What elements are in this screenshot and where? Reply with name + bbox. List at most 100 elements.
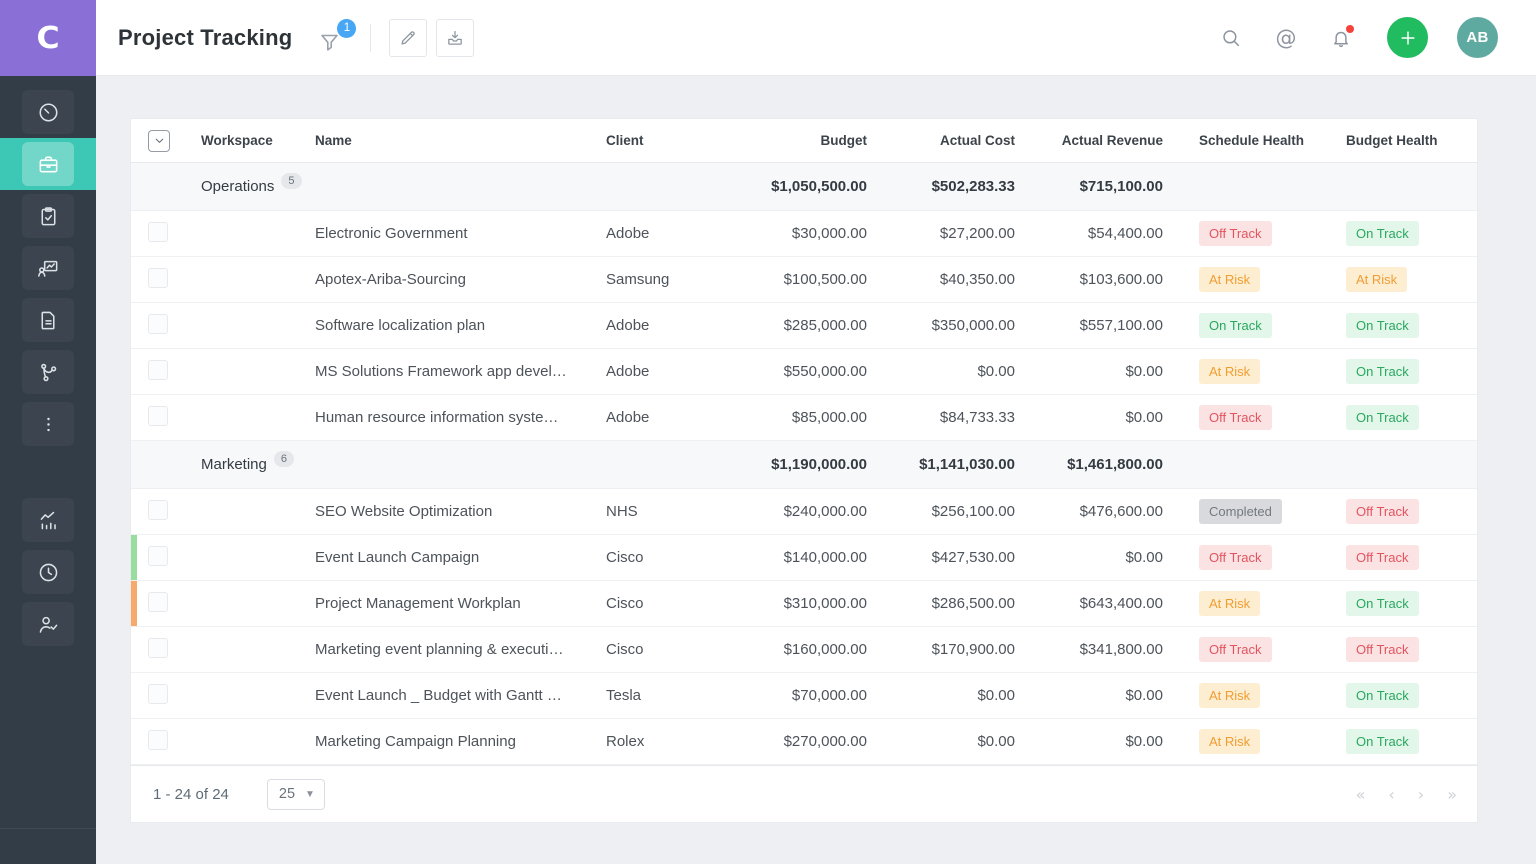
schedule-health-badge: Off Track	[1199, 221, 1272, 246]
page-size-select[interactable]: 25 ▼	[266, 778, 325, 810]
sidebar-item-resources[interactable]	[0, 242, 96, 294]
budget-health-badge: On Track	[1346, 221, 1419, 246]
group-row[interactable]: Marketing 6 $1,190,000.00 $1,141,030.00 $1,4…	[131, 441, 1477, 489]
schedule-health-badge: At Risk	[1199, 267, 1261, 292]
column-header-schedule-health[interactable]: Schedule Health	[1199, 133, 1305, 148]
column-header-name[interactable]: Name	[315, 133, 352, 148]
budget-cell: $310,000.00	[783, 595, 867, 612]
project-name-cell[interactable]: Human resource information syste…	[315, 409, 559, 426]
edit-button[interactable]	[389, 18, 428, 57]
column-header-client[interactable]: Client	[606, 133, 644, 148]
app-logo[interactable]: C	[0, 0, 96, 76]
app-logo-letter: C	[36, 20, 60, 56]
sidebar-item-more[interactable]	[0, 398, 96, 450]
column-header-workspace[interactable]: Workspace	[201, 133, 273, 148]
sidebar-item-approvals[interactable]	[0, 598, 96, 650]
row-checkbox[interactable]	[148, 267, 168, 288]
notification-dot	[1346, 24, 1354, 33]
project-name-cell[interactable]: Project Management Workplan	[315, 595, 521, 612]
group-name: Operations	[201, 177, 275, 195]
row-checkbox[interactable]	[148, 591, 168, 612]
table-row: Marketing Campaign Planning Rolex $270,000…	[131, 719, 1477, 765]
project-name-cell[interactable]: Marketing Campaign Planning	[315, 733, 516, 750]
budget-health-cell: On Track	[1321, 683, 1479, 708]
client-cell: Cisco	[606, 641, 644, 658]
actual-cost-cell: $286,500.00	[931, 595, 1015, 612]
row-select-cell	[131, 221, 187, 246]
budget-health-cell: On Track	[1321, 359, 1479, 384]
group-row[interactable]: Operations 5 $1,050,500.00 $502,283.33 $715,…	[131, 163, 1477, 211]
actual-revenue-cell: $103,600.00	[1079, 271, 1163, 288]
budget-cell: $140,000.00	[783, 549, 867, 566]
project-name-cell[interactable]: Electronic Government	[315, 225, 468, 242]
row-checkbox[interactable]	[148, 729, 168, 750]
project-name-cell[interactable]: Software localization plan	[315, 317, 486, 334]
project-name-cell[interactable]: Event Launch Campaign	[315, 549, 480, 566]
client-cell: Adobe	[606, 363, 650, 380]
project-name-cell[interactable]: MS Solutions Framework app devel…	[315, 363, 567, 380]
sidebar-item-workflows[interactable]	[0, 346, 96, 398]
budget-cell: $285,000.00	[783, 317, 867, 334]
sidebar-item-tasks[interactable]	[0, 190, 96, 242]
budget-health-badge: Off Track	[1346, 545, 1419, 570]
schedule-health-badge: Off Track	[1199, 637, 1272, 662]
budget-health-badge: Off Track	[1346, 499, 1419, 524]
row-checkbox[interactable]	[148, 499, 168, 520]
sidebar-item-documents[interactable]	[0, 294, 96, 346]
group-count-badge: 6	[273, 450, 294, 467]
schedule-health-cell: At Risk	[1173, 359, 1321, 384]
topbar: Project Tracking 1 @ AB	[96, 0, 1536, 76]
column-header-budget[interactable]: Budget	[820, 133, 868, 148]
pagination-last-button[interactable]: »	[1447, 784, 1457, 804]
row-checkbox[interactable]	[148, 545, 168, 566]
row-checkbox[interactable]	[148, 359, 168, 380]
search-button[interactable]	[1218, 25, 1244, 51]
project-name-cell[interactable]: Event Launch _ Budget with Gantt …	[315, 687, 562, 704]
client-cell: Cisco	[606, 595, 644, 612]
schedule-health-cell: Completed	[1173, 499, 1321, 524]
pagination-next-button[interactable]: ›	[1417, 784, 1425, 804]
column-header-actual-cost[interactable]: Actual Cost	[939, 133, 1015, 148]
row-checkbox[interactable]	[148, 683, 168, 704]
actual-revenue-cell: $54,400.00	[1087, 225, 1163, 242]
sidebar-item-timesheets[interactable]	[0, 546, 96, 598]
row-checkbox[interactable]	[148, 221, 168, 242]
project-name-cell[interactable]: SEO Website Optimization	[315, 503, 493, 520]
budget-cell: $30,000.00	[791, 225, 867, 242]
avatar[interactable]: AB	[1457, 17, 1498, 58]
pagination-prev-button[interactable]: ‹	[1388, 784, 1395, 804]
row-checkbox[interactable]	[148, 637, 168, 658]
notifications-button[interactable]	[1328, 24, 1354, 51]
group-count-badge: 5	[281, 172, 302, 189]
table-row: SEO Website Optimization NHS $240,000.00 $2…	[131, 489, 1477, 535]
select-all-checkbox[interactable]	[148, 129, 170, 152]
budget-cell: $85,000.00	[791, 409, 867, 426]
group-budget-total: $1,190,000.00	[771, 456, 867, 473]
actual-cost-cell: $170,900.00	[931, 641, 1015, 658]
project-name-cell[interactable]: Marketing event planning & executi…	[315, 641, 564, 658]
budget-health-cell: Off Track	[1321, 545, 1479, 570]
row-checkbox[interactable]	[148, 405, 168, 426]
mentions-button[interactable]: @	[1273, 25, 1299, 51]
column-header-budget-health[interactable]: Budget Health	[1346, 133, 1438, 148]
actual-cost-cell: $0.00	[977, 363, 1015, 380]
pagination-first-button[interactable]: «	[1355, 784, 1366, 804]
sidebar-item-projects[interactable]	[0, 138, 96, 190]
budget-health-badge: On Track	[1346, 683, 1419, 708]
sidebar-item-dashboard[interactable]	[0, 86, 96, 138]
export-button[interactable]	[436, 18, 475, 57]
actual-revenue-cell: $643,400.00	[1079, 595, 1163, 612]
page-size-value: 25	[278, 786, 296, 802]
actual-cost-cell: $0.00	[977, 687, 1015, 704]
table-row: Software localization plan Adobe $285,000.…	[131, 303, 1477, 349]
sidebar-item-analytics[interactable]	[0, 494, 96, 546]
project-name-cell[interactable]: Apotex-Ariba-Sourcing	[315, 271, 466, 288]
budget-cell: $160,000.00	[783, 641, 867, 658]
client-cell: Adobe	[606, 225, 650, 242]
topbar-right: @ AB	[1218, 17, 1498, 58]
row-checkbox[interactable]	[148, 313, 168, 334]
add-button[interactable]	[1387, 17, 1428, 58]
filter-button[interactable]: 1	[318, 18, 357, 55]
table-row: Event Launch Campaign Cisco $140,000.00 $42…	[131, 535, 1477, 581]
column-header-actual-revenue[interactable]: Actual Revenue	[1061, 133, 1163, 148]
